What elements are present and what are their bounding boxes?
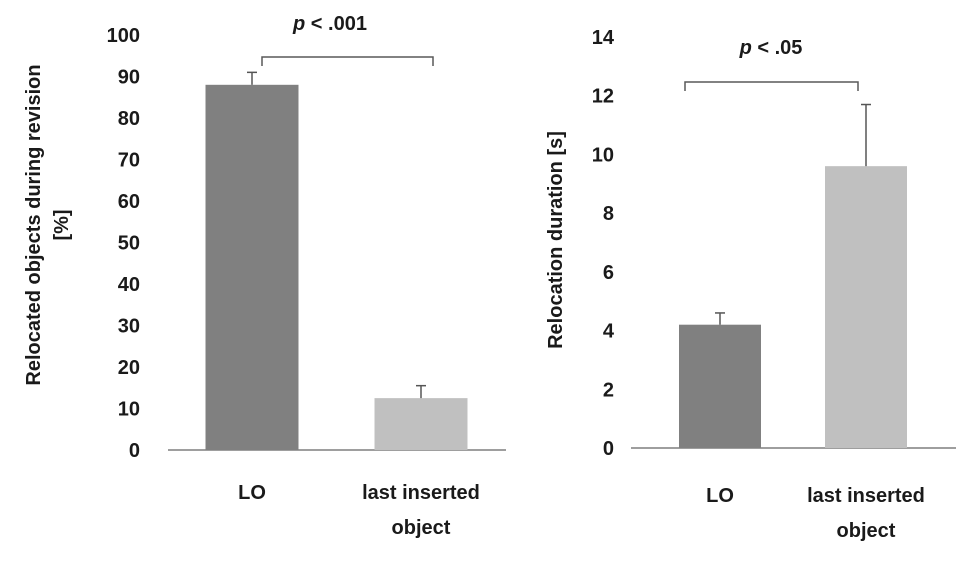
- significance-bracket: [261, 56, 434, 66]
- y-axis-label-line1: Relocation duration [s]: [545, 131, 567, 349]
- x-tick-label: last inserted: [807, 485, 925, 507]
- y-tick-label: 90: [118, 67, 140, 89]
- bars: [205, 84, 468, 451]
- y-tick-labels: 0 10 20 30 40 50 60 70 80 90 100: [107, 25, 140, 462]
- y-tick-label: 30: [118, 316, 140, 338]
- bar-lo: [205, 84, 299, 451]
- y-tick-label: 2: [603, 379, 614, 401]
- x-tick-label: LO: [238, 482, 266, 504]
- y-tick-label: 0: [129, 440, 140, 462]
- p-symbol: p: [292, 13, 305, 35]
- significance-label: p < .001: [292, 13, 367, 35]
- p-value: < .05: [752, 37, 803, 59]
- chart-relocated-objects: Relocated objects during revision [%] 0 1…: [23, 13, 506, 539]
- p-value: < .001: [305, 13, 367, 35]
- y-tick-label: 60: [118, 191, 140, 213]
- y-tick-label: 70: [118, 150, 140, 172]
- error-bar: [416, 384, 426, 399]
- p-symbol: p: [739, 37, 752, 59]
- bar-last-inserted-object: [374, 398, 468, 450]
- y-tick-label: 50: [118, 233, 140, 255]
- error-bar: [715, 312, 725, 325]
- x-tick-label-line2: object: [837, 520, 896, 542]
- y-axis-label: Relocation duration [s]: [545, 131, 567, 349]
- x-tick-label: last inserted: [362, 482, 480, 504]
- significance-label: p < .05: [739, 37, 803, 59]
- significance-annotation: p < .001: [261, 13, 434, 66]
- y-tick-label: 6: [603, 262, 614, 284]
- y-tick-label: 0: [603, 438, 614, 460]
- y-axis-label-line2: [%]: [51, 209, 73, 240]
- x-tick-label: LO: [706, 485, 734, 507]
- y-tick-label: 4: [603, 321, 615, 343]
- y-tick-label: 12: [592, 86, 614, 108]
- y-axis-label-line1: Relocated objects during revision: [23, 64, 45, 385]
- error-bars: [247, 71, 426, 399]
- error-bars: [715, 103, 871, 325]
- x-tick-labels: LO last inserted object: [238, 482, 480, 539]
- y-tick-label: 100: [107, 25, 140, 47]
- bars: [679, 166, 907, 448]
- y-tick-label: 8: [603, 203, 614, 225]
- y-tick-label: 14: [592, 27, 615, 49]
- error-bar: [861, 103, 871, 167]
- x-tick-label-line2: object: [392, 517, 451, 539]
- bar-last-inserted-object: [825, 166, 907, 448]
- y-tick-label: 40: [118, 274, 140, 296]
- bar-lo: [679, 324, 761, 448]
- significance-annotation: p < .05: [684, 37, 859, 91]
- y-tick-label: 80: [118, 108, 140, 130]
- y-tick-label: 10: [118, 399, 140, 421]
- x-tick-labels: LO last inserted object: [706, 485, 925, 542]
- y-tick-label: 20: [118, 357, 140, 379]
- y-tick-labels: 0 2 4 6 8 10 12 14: [592, 27, 615, 460]
- y-axis-label: Relocated objects during revision [%]: [23, 64, 73, 385]
- significance-bracket: [684, 81, 859, 91]
- error-bar: [247, 71, 257, 85]
- chart-relocation-duration: Relocation duration [s] 0 2 4 6 8 10 12 14 LO la…: [545, 27, 956, 542]
- y-tick-label: 10: [592, 144, 614, 166]
